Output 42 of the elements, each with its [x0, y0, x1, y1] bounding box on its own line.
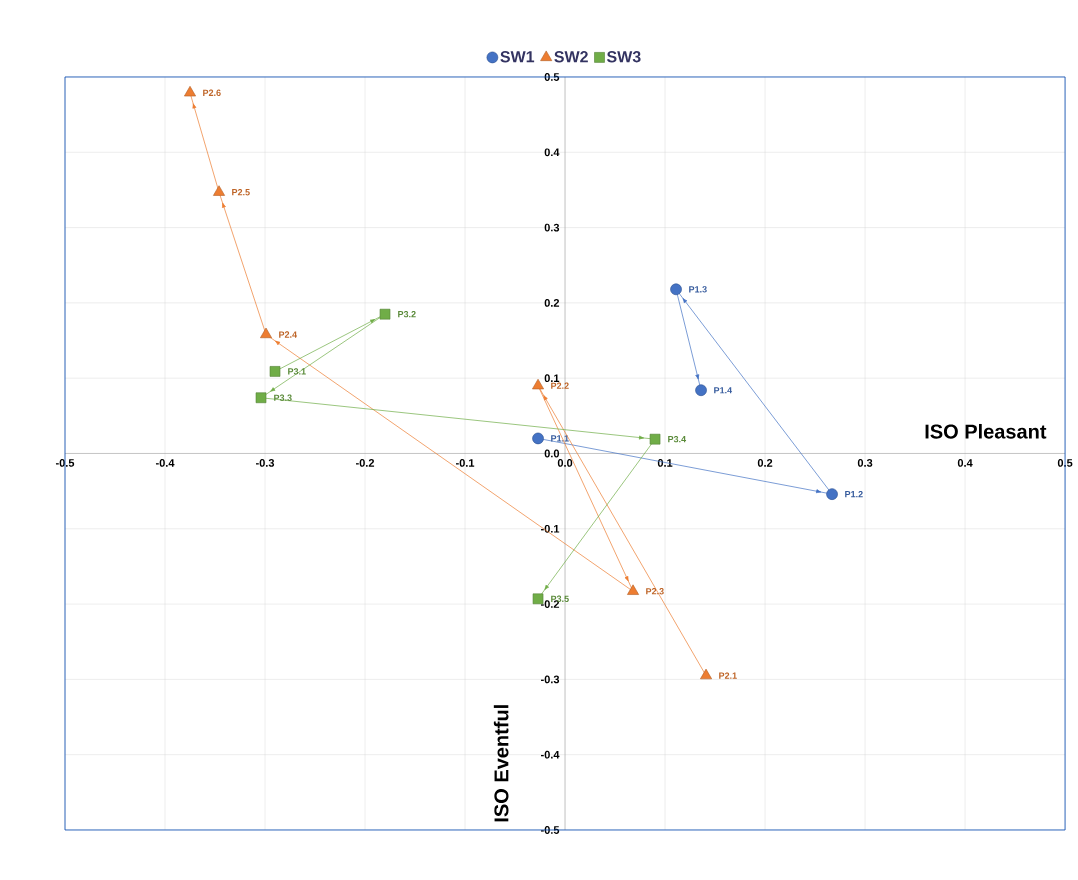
y-tick-label: -0.1 [540, 524, 560, 533]
data-label: P3.3 [274, 394, 292, 401]
x-tick-label: -0.1 [455, 459, 475, 467]
data-label: P1.4 [714, 387, 733, 394]
y-tick-label: 0.0 [544, 449, 560, 458]
data-label: P3.2 [398, 310, 416, 318]
data-label: P2.2 [551, 382, 569, 389]
data-label: P1.1 [551, 435, 569, 442]
y-tick-label: -0.2 [540, 600, 560, 608]
data-label: P3.4 [668, 435, 687, 443]
x-tick-label: -0.5 [55, 459, 75, 467]
data-label: P2.5 [232, 189, 250, 196]
y-axis-title: ISO Eventful [493, 705, 509, 822]
x-tick-label: -0.4 [155, 459, 175, 467]
data-label: P2.6 [203, 89, 221, 96]
y-tick-label: -0.4 [540, 750, 560, 759]
y-tick-label: 0.1 [544, 374, 560, 383]
data-label: P2.1 [719, 672, 737, 679]
x-axis-title: ISO Pleasant [925, 423, 1047, 439]
legend-label: SW1 [500, 51, 535, 63]
x-tick-label: 0.4 [957, 459, 973, 467]
x-tick-label: 0.2 [757, 459, 773, 467]
x-tick-label: -0.3 [255, 459, 275, 467]
y-tick-label: 0.4 [544, 148, 560, 157]
x-tick-label: 0.3 [857, 459, 873, 467]
data-label: P2.3 [646, 588, 664, 595]
y-tick-label: -0.3 [540, 675, 560, 684]
data-label: P1.3 [689, 286, 707, 293]
x-tick-label: 0.0 [557, 459, 573, 467]
y-tick-label: 0.3 [544, 223, 560, 232]
x-tick-label: -0.2 [355, 459, 375, 467]
legend-label: SW3 [606, 51, 641, 63]
y-tick-label: -0.5 [540, 826, 560, 834]
x-tick-label: 0.1 [657, 459, 673, 467]
y-tick-label: 0.5 [544, 73, 560, 81]
x-tick-label: 0.5 [1057, 459, 1073, 467]
legend-label: SW2 [554, 51, 588, 63]
data-label: P1.2 [845, 491, 863, 498]
data-label: P3.5 [551, 595, 569, 602]
y-tick-label: 0.2 [544, 299, 560, 307]
data-label: P3.1 [288, 368, 306, 375]
data-label: P2.4 [279, 331, 298, 338]
